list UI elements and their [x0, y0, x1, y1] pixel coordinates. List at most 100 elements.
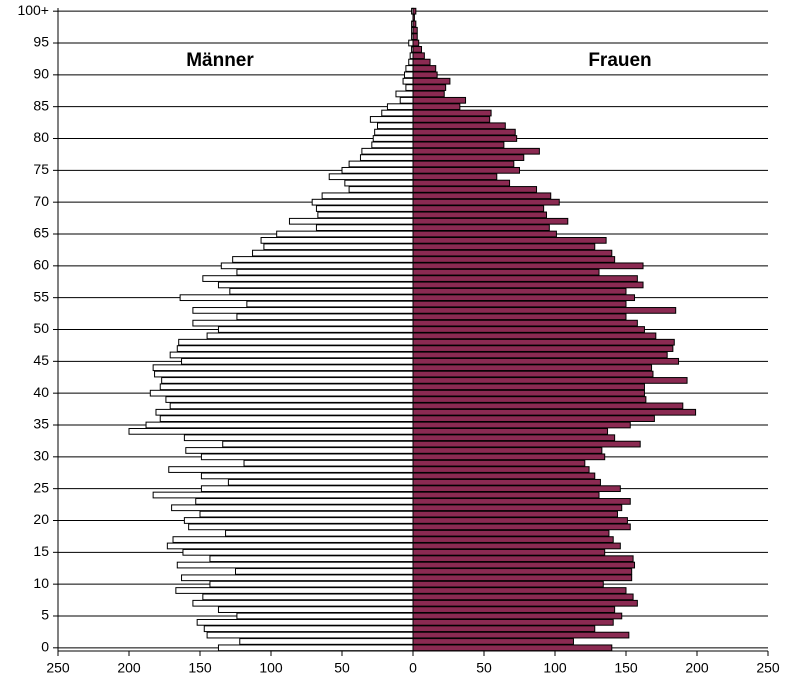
- bar: [209, 580, 414, 588]
- bar: [196, 618, 414, 626]
- bar: [412, 58, 431, 66]
- bar: [412, 211, 547, 219]
- bar: [412, 555, 634, 563]
- bar: [412, 109, 492, 117]
- bar: [395, 90, 414, 98]
- x-tick-label: 100: [259, 660, 283, 676]
- bar: [149, 389, 414, 397]
- bar: [128, 427, 414, 435]
- bar: [412, 510, 618, 518]
- x-tick-label: 250: [756, 660, 780, 676]
- bar: [408, 39, 414, 47]
- bar: [155, 408, 414, 416]
- bar: [181, 357, 414, 365]
- bar: [412, 440, 641, 448]
- y-tick-label: 50: [33, 320, 49, 336]
- bar: [412, 466, 590, 473]
- bar: [412, 332, 657, 340]
- bar: [412, 307, 677, 314]
- bar: [412, 517, 628, 524]
- bar: [408, 58, 414, 66]
- bar: [405, 84, 414, 91]
- bar: [412, 84, 447, 91]
- bar: [412, 52, 425, 60]
- bar: [412, 237, 607, 244]
- bar: [412, 14, 415, 21]
- bar: [372, 135, 414, 142]
- bar: [276, 230, 414, 238]
- bar: [179, 294, 414, 302]
- bar: [229, 287, 414, 295]
- bar: [412, 561, 636, 569]
- bar: [165, 396, 414, 403]
- bar: [236, 268, 414, 276]
- x-tick-label: 50: [476, 660, 492, 676]
- y-tick-label: 0: [41, 639, 49, 655]
- series-label: Männer: [186, 50, 254, 71]
- bar: [412, 574, 633, 582]
- bar: [412, 548, 606, 556]
- bar: [321, 192, 414, 200]
- bar: [311, 198, 414, 206]
- bar: [412, 249, 613, 257]
- bar: [412, 580, 604, 588]
- bar: [344, 179, 414, 187]
- bar: [412, 319, 638, 327]
- bar: [412, 542, 621, 550]
- y-tick-label: 90: [33, 66, 49, 82]
- x-tick-label: 100: [543, 660, 567, 676]
- bar: [403, 71, 414, 79]
- bar: [412, 300, 627, 308]
- x-tick-label: 0: [409, 660, 417, 676]
- y-tick-label: 80: [33, 129, 49, 145]
- bar: [200, 453, 414, 461]
- bar: [381, 109, 414, 117]
- bar: [412, 351, 668, 359]
- bar: [412, 205, 545, 212]
- y-tick-label: 60: [33, 257, 49, 273]
- bar: [182, 548, 414, 556]
- bar: [412, 103, 461, 111]
- bar: [328, 173, 414, 181]
- bar: [412, 192, 552, 200]
- bar: [412, 287, 627, 295]
- bar: [169, 351, 414, 359]
- y-tick-label: 20: [33, 511, 49, 527]
- bar: [412, 26, 418, 34]
- bar: [412, 389, 645, 397]
- bar: [412, 262, 644, 270]
- bar: [202, 275, 414, 282]
- x-tick-label: 200: [117, 660, 141, 676]
- bar: [412, 116, 491, 123]
- bar: [217, 606, 414, 613]
- bar: [412, 313, 627, 321]
- y-tick-label: 30: [33, 448, 49, 464]
- y-tick-label: 40: [33, 384, 49, 400]
- bar: [412, 338, 675, 346]
- bar: [412, 33, 418, 41]
- bar: [220, 262, 414, 270]
- bar: [172, 536, 414, 543]
- bar: [412, 383, 645, 391]
- series-label: Frauen: [588, 50, 651, 71]
- y-tick-label: 15: [33, 543, 49, 559]
- bar: [176, 561, 414, 569]
- bar: [166, 542, 414, 550]
- bar: [348, 186, 414, 193]
- bar: [178, 338, 414, 346]
- bar: [412, 612, 623, 620]
- bar: [412, 357, 680, 365]
- bar: [412, 485, 621, 493]
- bar: [412, 593, 634, 601]
- bar: [412, 459, 586, 467]
- bar: [412, 504, 623, 512]
- bar: [412, 7, 417, 15]
- bar: [412, 230, 557, 238]
- bar: [192, 319, 414, 327]
- bar: [412, 625, 596, 633]
- bar: [412, 396, 647, 403]
- bar: [402, 77, 414, 85]
- y-tick-label: 75: [33, 161, 49, 177]
- bar: [183, 434, 414, 442]
- bar: [246, 300, 414, 308]
